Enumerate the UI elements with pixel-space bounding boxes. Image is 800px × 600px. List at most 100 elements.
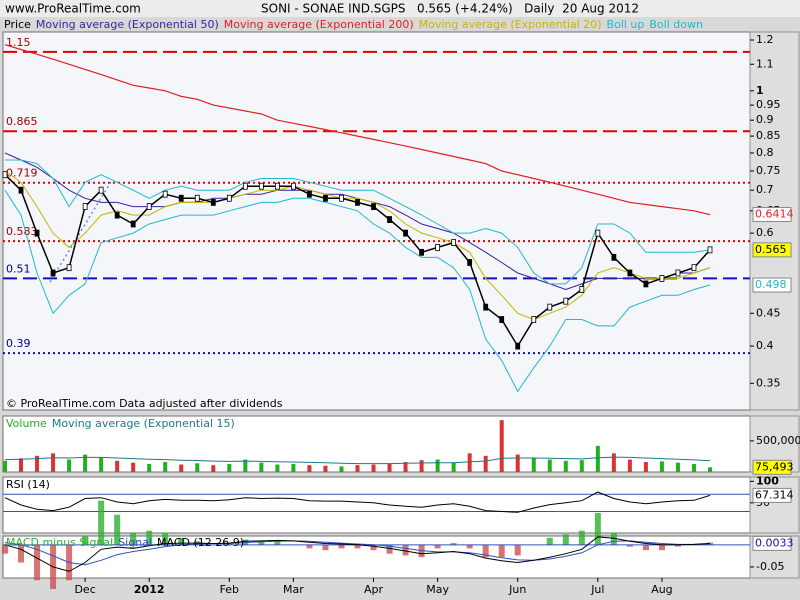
macd-histogram-bar [514, 544, 521, 556]
price-candle [691, 264, 697, 272]
legend-entry: Price [4, 18, 31, 31]
macd-histogram-bar [34, 544, 41, 581]
price-candle [595, 229, 601, 237]
macd-histogram-bar [306, 544, 313, 549]
volume-bar [451, 462, 456, 472]
price-candle [387, 216, 392, 223]
volume-bar [3, 460, 7, 472]
price-candle [579, 286, 585, 293]
last-value-label: 0.565 [755, 243, 787, 256]
price-candle [659, 274, 665, 282]
macd-histogram-bar [258, 541, 265, 545]
x-tick-label: Apr [364, 583, 384, 596]
y-tick-label: 0.9 [756, 113, 774, 126]
y-tick-label: 0.7 [756, 183, 774, 196]
macd-histogram-bar [130, 532, 137, 545]
macd-histogram-bar [322, 544, 329, 551]
level-label: 0.719 [6, 167, 38, 180]
volume-bar [708, 467, 712, 472]
x-tick-label: Jun [508, 583, 526, 596]
site-name: www.ProRealTime.com [5, 2, 141, 16]
price-candle [403, 229, 408, 237]
series-line [4, 189, 711, 393]
legend-entry: Boll up [607, 18, 645, 31]
price-candle [467, 259, 473, 266]
y-tick-label: -0.05 [756, 560, 784, 573]
price-candle [82, 203, 88, 210]
volume-bar [339, 466, 344, 472]
volume-bar [387, 463, 392, 472]
volume-bar [627, 459, 632, 472]
price-candle [355, 198, 360, 206]
price-candle [451, 239, 457, 246]
macd-histogram-bar [274, 541, 281, 545]
price-candle [178, 194, 184, 202]
last-value-box [752, 277, 792, 293]
macd-histogram-bar [642, 544, 649, 551]
y-tick-label: 0.45 [756, 306, 781, 319]
volume-bar [163, 462, 168, 472]
price-candle [643, 280, 649, 288]
macd-histogram-bar [114, 514, 121, 545]
price-candle [547, 303, 553, 311]
axis-area [749, 476, 800, 534]
price-candle [563, 297, 569, 305]
x-tick-label: Jul [590, 583, 604, 596]
volume-bar [563, 460, 568, 472]
legend-entry: Moving average (Exponential 20) [419, 18, 602, 31]
volume-bar [19, 458, 24, 472]
legend-entry: Moving average (Exponential 200) [224, 18, 414, 31]
price-candle [707, 246, 713, 254]
legend-entry: MACD minus Signal [6, 536, 113, 549]
price-candle [34, 229, 40, 237]
volume-bar [147, 463, 152, 472]
legend-entry: Signal [118, 536, 152, 549]
price-candle [515, 342, 521, 350]
volume-bar [643, 462, 648, 472]
macd-histogram-bar [498, 544, 505, 558]
volume-bar [67, 459, 72, 472]
x-tick-label: Aug [651, 583, 672, 596]
macd-histogram-bar [562, 534, 569, 545]
level-label: 0.865 [6, 115, 38, 128]
y-tick-label: 0.4 [756, 339, 774, 352]
level-label: 0.583 [6, 225, 38, 238]
volume-bar [195, 463, 200, 472]
header-bar [0, 0, 800, 17]
series-line [4, 456, 711, 465]
series-line [4, 540, 711, 566]
price-candle [98, 186, 104, 194]
macd-histogram-bar [674, 544, 681, 547]
price-candle [627, 269, 633, 277]
x-tick-label: 2012 [134, 583, 165, 596]
volume-bar [131, 462, 136, 472]
x-tick-label: Feb [220, 583, 239, 596]
price-candle [675, 269, 681, 277]
footnote: © ProRealTime.com Data adjusted after di… [6, 397, 283, 410]
x-tick-label: May [426, 583, 449, 596]
price-candle [339, 194, 344, 202]
volume-bar [691, 463, 696, 472]
volume-bar [179, 464, 184, 472]
macd-histogram-bar [578, 530, 585, 545]
y-tick-label: 1.1 [756, 57, 774, 70]
y-tick-label: 500,000 [756, 434, 800, 447]
volume-bar [291, 463, 296, 472]
volume-bar [275, 464, 280, 472]
volume-bar [115, 460, 120, 472]
volume-bar [515, 454, 520, 472]
volume-bar [435, 459, 440, 472]
last-value-label: 67.314 [755, 488, 794, 501]
legend-entry: Moving average (Exponential 50) [36, 18, 219, 31]
volume-bar [35, 455, 40, 472]
y-tick-label: 0.85 [756, 129, 781, 142]
last-value-label: 0.6414 [755, 208, 794, 221]
price-candle [499, 316, 505, 323]
volume-bar [467, 453, 472, 472]
macd-histogram-bar [626, 544, 633, 547]
volume-bar [259, 462, 264, 472]
volume-bar [355, 465, 360, 472]
volume-bar [419, 460, 424, 472]
price-candle [242, 182, 248, 190]
last-value-label: 75,493 [755, 460, 794, 473]
